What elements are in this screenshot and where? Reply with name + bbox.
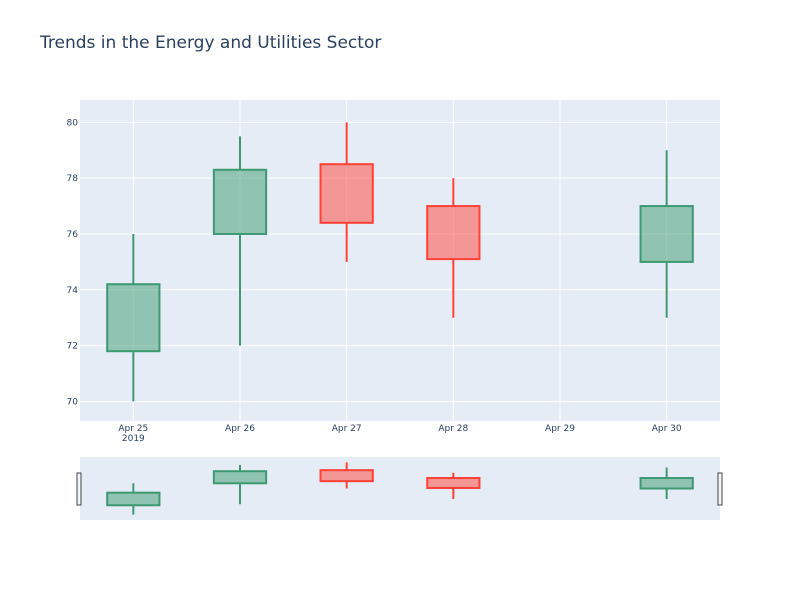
- candle-body: [106, 283, 161, 353]
- candle-increasing[interactable]: [212, 136, 268, 346]
- x-tick-label: Apr 30: [652, 424, 682, 434]
- y-tick-label: 78: [67, 174, 79, 184]
- y-tick-label: 76: [67, 230, 79, 240]
- candle-body: [639, 205, 694, 263]
- slider-candle-body: [319, 469, 374, 483]
- y-tick-label: 72: [67, 342, 78, 352]
- rangeslider-left-handle[interactable]: [76, 472, 82, 506]
- x-tick-label: Apr 29: [545, 424, 575, 434]
- chart-title: Trends in the Energy and Utilities Secto…: [40, 33, 382, 53]
- x-tick-label: Apr 28: [438, 424, 468, 434]
- plot-area[interactable]: [80, 100, 720, 421]
- slider-candle-body: [106, 491, 161, 507]
- candle-increasing[interactable]: [106, 233, 161, 402]
- y-tick-label: 74: [67, 286, 79, 296]
- candle-body: [319, 163, 374, 224]
- slider-candle-decreasing: [319, 462, 374, 489]
- candle-body: [212, 168, 268, 235]
- candle-increasing[interactable]: [639, 150, 694, 318]
- slider-candle-increasing: [106, 483, 161, 515]
- slider-candle-body: [639, 477, 694, 490]
- candle-body: [426, 205, 481, 261]
- x-tick-sublabel: 2019: [122, 434, 145, 444]
- slider-candle-decreasing: [426, 472, 481, 499]
- slider-candle-body: [426, 477, 481, 489]
- candle-decreasing[interactable]: [319, 122, 374, 262]
- rangeslider-right-handle[interactable]: [717, 472, 723, 506]
- slider-candle-increasing: [639, 467, 694, 499]
- x-tick-label: Apr 25: [118, 424, 148, 434]
- slider-candle-body: [212, 470, 268, 485]
- candle-decreasing[interactable]: [426, 178, 481, 318]
- x-tick-label: Apr 27: [332, 424, 362, 434]
- rangeslider-area[interactable]: [80, 457, 720, 520]
- slider-candle-increasing: [212, 464, 268, 505]
- y-tick-label: 80: [67, 118, 79, 128]
- x-tick-label: Apr 26: [225, 424, 255, 434]
- y-tick-label: 70: [67, 397, 79, 407]
